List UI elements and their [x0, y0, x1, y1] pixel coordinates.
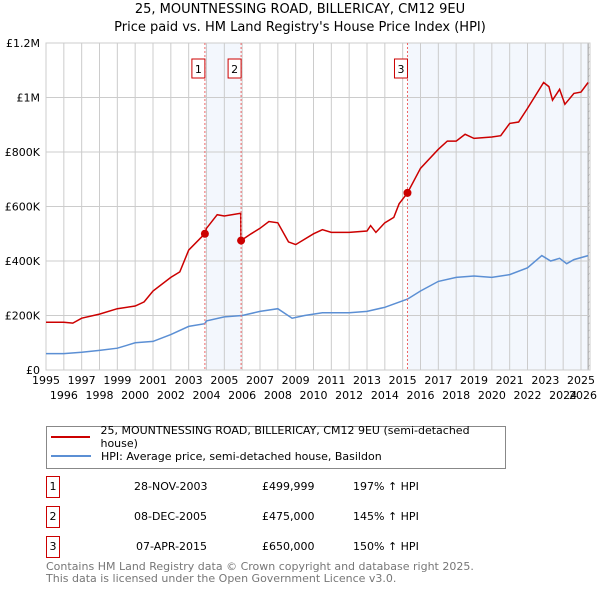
x-tick-label: 1997: [68, 374, 96, 387]
x-tick-label: 2014: [371, 389, 399, 402]
x-tick-label: 2025: [567, 374, 595, 387]
legend-swatch-red: [51, 436, 91, 438]
x-tick-label: 2018: [442, 389, 470, 402]
sale-price: £499,999: [262, 480, 315, 493]
x-tick-label: 2010: [300, 389, 328, 402]
chart-title: 25, MOUNTNESSING ROAD, BILLERICAY, CM12 …: [134, 2, 466, 17]
chart-subtitle: Price paid vs. HM Land Registry's House …: [114, 20, 486, 35]
x-tick-label: 2026: [569, 389, 597, 402]
x-tick-label: 1995: [32, 374, 60, 387]
x-tick-label: 2002: [157, 389, 185, 402]
footer-copyright: Contains HM Land Registry data © Crown c…: [46, 560, 474, 573]
x-tick-label: 2000: [121, 389, 149, 402]
legend-item-hpi: HPI: Average price, semi-detached house,…: [51, 448, 382, 464]
x-tick-label: 2020: [478, 389, 506, 402]
x-tick-label: 2006: [228, 389, 256, 402]
x-tick-label: 2015: [389, 374, 417, 387]
x-tick-label: 2013: [353, 374, 381, 387]
sale-hpi-change: 197% ↑ HPI: [353, 480, 419, 493]
sale-hpi-change: 150% ↑ HPI: [353, 540, 419, 553]
line-chart: 1995 1996 1997 1998 1999 2000 2001 2002 2003 2004…: [5, 37, 597, 402]
y-tick-label: £800K: [5, 146, 41, 159]
x-tick-label: 2022: [514, 389, 542, 402]
sale-marker-label: 1: [46, 476, 60, 498]
x-tick-label: 2008: [264, 389, 292, 402]
legend-item-property: 25, MOUNTNESSING ROAD, BILLERICAY, CM12 …: [51, 424, 505, 450]
x-tick-label: 2005: [210, 374, 238, 387]
x-tick-label: 1996: [50, 389, 78, 402]
sale-price: £475,000: [262, 510, 315, 523]
sale-point: [403, 188, 412, 197]
x-tick-label: 2001: [139, 374, 167, 387]
x-tick-label: 2004: [193, 389, 221, 402]
x-tick-label: 1999: [103, 374, 131, 387]
y-tick-label: £600K: [5, 201, 41, 214]
sale-hpi-change: 145% ↑ HPI: [353, 510, 419, 523]
sale-point: [200, 229, 209, 238]
sale-row: 1 28-NOV-2003 £499,999 197% ↑ HPI: [46, 476, 446, 498]
x-tick-label: 2009: [282, 374, 310, 387]
y-tick-label: £1M: [17, 92, 41, 105]
sale-marker-label: 3: [46, 536, 60, 558]
price-line: [46, 81, 589, 324]
legend-swatch-blue: [51, 455, 91, 457]
legend: 25, MOUNTNESSING ROAD, BILLERICAY, CM12 …: [46, 424, 506, 469]
x-tick-label: 2017: [424, 374, 452, 387]
sale-date: 08-DEC-2005: [134, 510, 208, 523]
x-tick-label: 2023: [531, 374, 559, 387]
legend-label: HPI: Average price, semi-detached house,…: [101, 449, 382, 463]
footer: Contains HM Land Registry data © Crown c…: [46, 561, 474, 585]
sale-point: [237, 236, 246, 245]
sale-date: 07-APR-2015: [136, 540, 208, 553]
x-tick-label: 2003: [175, 374, 203, 387]
y-tick-label: £1.2M: [6, 37, 40, 50]
x-tick-label: 2012: [335, 389, 363, 402]
sale-date: 28-NOV-2003: [134, 480, 208, 493]
sale-marker-label: 2: [231, 63, 238, 76]
sale-price: £650,000: [262, 540, 315, 553]
x-tick-label: 2024: [549, 389, 577, 402]
sale-row: 2 08-DEC-2005 £475,000 145% ↑ HPI: [46, 506, 446, 528]
x-tick-label: 2021: [496, 374, 524, 387]
x-tick-label: 2011: [317, 374, 345, 387]
sale-marker-label: 2: [46, 506, 60, 528]
sale-marker-box: [227, 58, 242, 79]
legend-label: 25, MOUNTNESSING ROAD, BILLERICAY, CM12 …: [100, 424, 470, 450]
sale-marker-label: 3: [397, 63, 404, 76]
sale-row: 3 07-APR-2015 £650,000 150% ↑ HPI: [46, 536, 446, 558]
y-tick-label: £0: [26, 364, 40, 377]
x-tick-label: 2016: [407, 389, 435, 402]
sale-marker-label: 1: [195, 63, 202, 76]
x-tick-label: 2007: [246, 374, 274, 387]
x-tick-label: 1998: [86, 389, 114, 402]
hpi-line: [46, 254, 589, 355]
x-tick-label: 2019: [460, 374, 488, 387]
sale-marker-box: [393, 58, 408, 79]
y-tick-label: £200K: [5, 310, 41, 323]
footer-licence: This data is licensed under the Open Gov…: [46, 572, 397, 585]
sale-marker-box: [191, 58, 206, 79]
y-tick-label: £400K: [5, 255, 41, 268]
